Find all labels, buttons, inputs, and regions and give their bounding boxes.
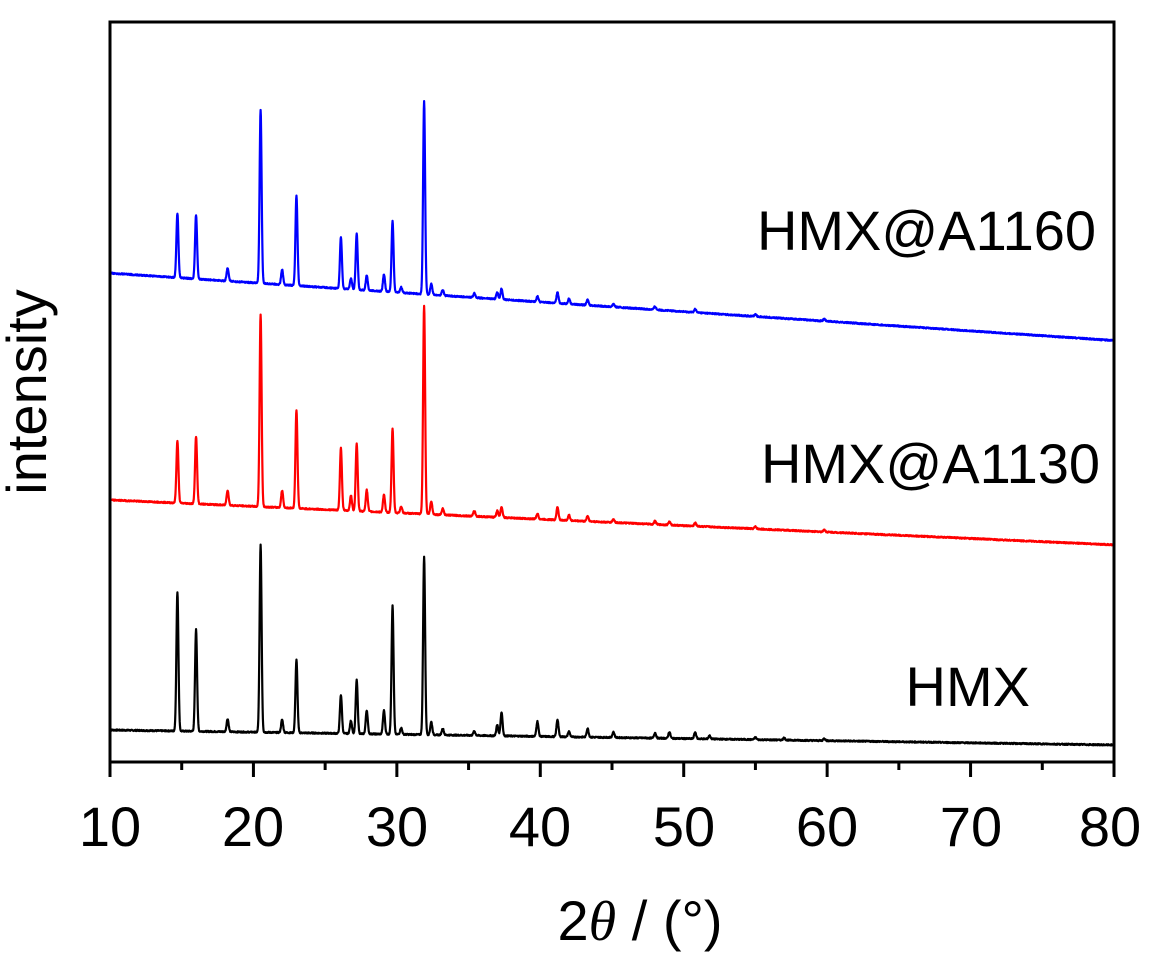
series-label-hmx-a1160: HMX@A1160 xyxy=(757,199,1096,262)
x-axis-label: 2θ / (°) xyxy=(557,889,722,953)
series-line-hmx-a1160 xyxy=(108,99,1115,342)
series-line-hmx xyxy=(109,543,1115,747)
x-tick-label: 40 xyxy=(509,795,571,858)
series-layer xyxy=(108,99,1115,747)
x-axis-ticks xyxy=(108,762,1116,777)
series-label-hmx: HMX xyxy=(906,655,1030,718)
x-tick-label: 30 xyxy=(366,795,428,858)
x-tick-label: 50 xyxy=(653,795,715,858)
x-tick-label: 70 xyxy=(940,795,1002,858)
x-tick-label: 10 xyxy=(79,795,141,858)
y-axis-label: intensity xyxy=(0,289,58,494)
x-axis-tick-labels: 10 20 30 40 50 60 70 80 xyxy=(79,795,1141,858)
x-tick-label: 80 xyxy=(1079,795,1141,858)
x-tick-label: 20 xyxy=(222,795,284,858)
series-label-hmx-a1130: HMX@A1130 xyxy=(761,432,1100,495)
x-tick-label: 60 xyxy=(796,795,858,858)
series-labels: HMX@A1160 HMX@A1130 HMX xyxy=(757,199,1100,718)
series-line-hmx-a1130 xyxy=(109,304,1115,547)
